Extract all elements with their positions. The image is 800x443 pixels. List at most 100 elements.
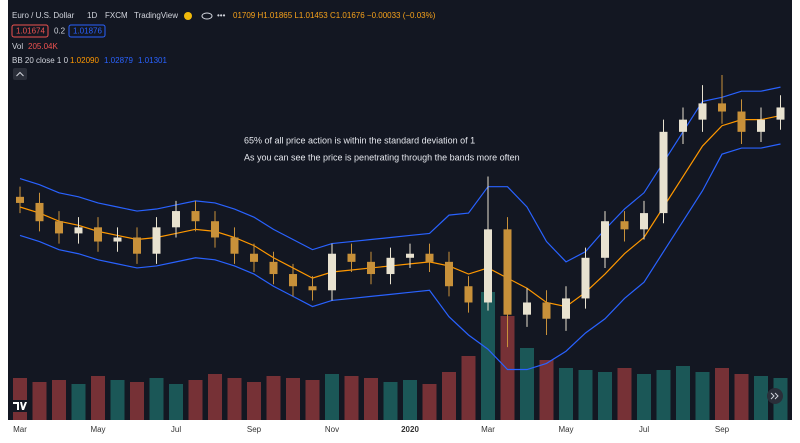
- candle-body: [191, 211, 200, 222]
- x-tick-label: May: [90, 425, 105, 434]
- volume-bar: [539, 360, 554, 420]
- candle-body: [386, 257, 395, 275]
- volume-bar: [500, 316, 515, 420]
- volume-bar: [617, 368, 632, 420]
- plot-area: [13, 74, 788, 420]
- volume-bar: [695, 372, 710, 420]
- volume-bar: [71, 384, 86, 420]
- ask-button[interactable]: [68, 24, 106, 38]
- candle-body: [503, 229, 512, 315]
- candle-body: [211, 221, 219, 238]
- tv-logo: [12, 400, 28, 412]
- candle-body: [172, 211, 180, 228]
- source: FXCM: [105, 11, 128, 20]
- volume-bar: [286, 378, 300, 420]
- candle-body: [659, 131, 668, 214]
- x-tick-label: Sep: [715, 425, 730, 434]
- bb-lower: 1.01301: [138, 56, 167, 65]
- collapse-button[interactable]: [13, 68, 27, 80]
- candle-body: [757, 119, 765, 132]
- candle-body: [230, 237, 239, 254]
- volume-bar: [481, 292, 495, 420]
- candle-body: [347, 253, 356, 262]
- volume-bar: [676, 366, 690, 420]
- band-upper: [19, 86, 781, 263]
- volume-bar: [364, 378, 378, 420]
- candle-body: [620, 221, 629, 230]
- candle-body: [94, 227, 102, 242]
- scroll-button[interactable]: [767, 388, 783, 404]
- candle-body: [367, 261, 375, 275]
- candle-body: [425, 253, 434, 262]
- volume-bar: [247, 382, 261, 420]
- ohlc: 01709 H1.01865 L1.01453 C1.01676 −0.0003…: [233, 11, 436, 20]
- candle-body: [269, 261, 278, 275]
- candle-body: [737, 111, 746, 132]
- volume-bar: [461, 356, 476, 420]
- candle-body: [562, 298, 570, 319]
- volume-bar: [325, 374, 339, 420]
- volume-bar: [266, 376, 281, 420]
- candle-body: [113, 237, 122, 242]
- bid-button[interactable]: [11, 24, 49, 38]
- candle-body: [698, 103, 707, 120]
- x-tick-label: 2020: [401, 425, 419, 434]
- candle-body: [289, 274, 297, 287]
- vol-label: Vol: [12, 42, 23, 51]
- interval: 1D: [87, 11, 97, 20]
- status-dot: [184, 12, 192, 20]
- volume-bar: [637, 374, 651, 420]
- collapse-icon: [16, 71, 24, 77]
- band-lower: [19, 143, 781, 371]
- candle-body: [581, 257, 590, 299]
- candle-body: [484, 229, 492, 303]
- x-tick-label: Sep: [247, 425, 262, 434]
- volume-bar: [715, 368, 729, 420]
- volume-bar: [656, 370, 671, 420]
- x-tick-label: Mar: [481, 425, 495, 434]
- eye-icon[interactable]: [201, 12, 213, 20]
- candle-body: [464, 286, 473, 303]
- candle-body: [35, 202, 44, 222]
- volume-bar: [520, 348, 534, 420]
- volume-bar: [734, 374, 749, 420]
- ask: 1.01876: [73, 27, 102, 36]
- volume-bar: [130, 382, 144, 420]
- volume-bar: [403, 380, 417, 420]
- volume-bar: [305, 380, 320, 420]
- spread: 0.2: [54, 27, 66, 36]
- volume-bar: [227, 378, 242, 420]
- scroll-icon: [770, 392, 779, 400]
- candle-body: [16, 196, 24, 203]
- candle-body: [74, 227, 83, 234]
- volume-bar: [598, 372, 612, 420]
- volume-bar: [383, 382, 398, 420]
- bid: 1.01674: [16, 27, 45, 36]
- x-tick-label: May: [558, 425, 573, 434]
- candle-body: [718, 103, 726, 112]
- candle-body: [679, 119, 687, 132]
- candle-body: [640, 213, 648, 230]
- candle-body: [133, 237, 141, 254]
- candle-body: [152, 227, 161, 254]
- volume-bar: [91, 376, 105, 420]
- bb-upper: 1.02879: [104, 56, 133, 65]
- volume-bar: [110, 380, 125, 420]
- volume-bar: [149, 378, 164, 420]
- candle-body: [250, 253, 258, 262]
- volume-bar: [188, 380, 203, 420]
- candle-body: [542, 302, 551, 319]
- more-icon[interactable]: •••: [217, 11, 226, 20]
- volume-bar: [344, 376, 359, 420]
- volume-bar: [52, 380, 66, 420]
- candle-body: [523, 302, 531, 315]
- x-tick-label: Jul: [171, 425, 181, 434]
- candle-body: [406, 253, 414, 258]
- candle-body: [601, 221, 609, 258]
- annotation: As you can see the price is penetrating …: [244, 152, 520, 162]
- x-tick-label: Nov: [325, 425, 339, 434]
- volume-bar: [169, 384, 183, 420]
- x-tick-label: Mar: [13, 425, 27, 434]
- candle-body: [328, 253, 336, 291]
